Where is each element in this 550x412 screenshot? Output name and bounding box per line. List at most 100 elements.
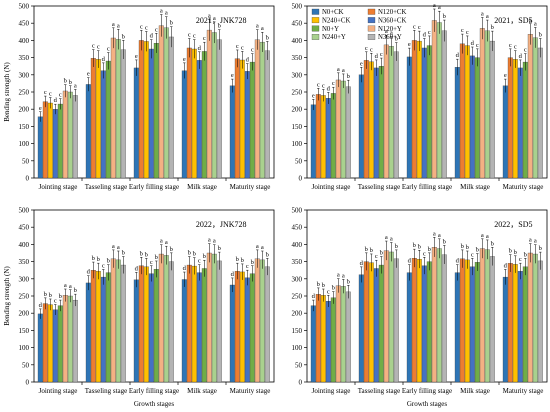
panel-title: 2021，SD5: [494, 16, 532, 25]
bar-n120-ck: [138, 40, 144, 179]
bar-n120-ck: [138, 265, 144, 383]
significance-label: c: [44, 89, 47, 96]
significance-label: b: [491, 24, 494, 31]
significance-label: e: [87, 71, 90, 78]
panel-title: 2021，JNK728: [196, 16, 247, 25]
category-label: Early filling stage: [402, 387, 452, 395]
bar-n0-ck: [310, 305, 316, 383]
bar-n360-y: [489, 40, 495, 179]
bar-n120-ck: [186, 47, 192, 179]
bar-n360-ck: [469, 55, 475, 179]
bar-n240-ck: [95, 59, 101, 179]
legend-swatch: [311, 25, 320, 32]
significance-label: b: [44, 291, 47, 298]
bar-n0-ck: [133, 67, 139, 179]
bar-n120-ck: [90, 270, 96, 383]
bar-n360-y: [216, 39, 222, 179]
bar-n360-ck: [244, 277, 250, 383]
y-tick-label: 350: [292, 258, 303, 266]
bar-n0-ck: [310, 104, 316, 179]
bar-n240-y: [211, 253, 217, 383]
significance-label: a: [481, 10, 484, 17]
bar-n240-ck: [143, 266, 149, 383]
significance-label: b: [509, 248, 512, 255]
significance-label: c: [466, 29, 469, 36]
significance-label: b: [170, 246, 173, 253]
significance-label: b: [443, 238, 446, 245]
bar-n360-ck: [325, 301, 331, 383]
panel-title: 2022，SD5: [494, 220, 532, 229]
significance-label: a: [385, 28, 388, 35]
significance-label: a: [438, 232, 441, 239]
significance-label: d: [54, 97, 58, 104]
significance-label: c: [524, 47, 527, 54]
y-tick-label: 300: [19, 275, 30, 283]
bar-n240-ck: [464, 259, 470, 383]
significance-label: b: [122, 33, 125, 40]
bar-n120-ck: [234, 58, 240, 179]
y-tick-label: 450: [19, 20, 30, 28]
category-label: Jointing stage: [312, 183, 351, 191]
significance-label: d: [198, 45, 202, 52]
bar-n240-ck: [239, 271, 245, 383]
bar-n120-ck: [42, 101, 48, 179]
significance-label: c: [193, 33, 196, 40]
bar-n120-y: [110, 258, 116, 383]
bar-n240-ck: [320, 95, 326, 179]
y-tick-label: 500: [19, 3, 30, 11]
bar-n0-y: [426, 261, 432, 383]
significance-label: c: [332, 80, 335, 87]
significance-label: a: [117, 244, 120, 251]
significance-label: c: [59, 92, 62, 99]
significance-label: b: [317, 281, 320, 288]
significance-label: a: [64, 282, 67, 289]
y-axis-label: Bending strength (N): [3, 62, 11, 122]
significance-label: a: [433, 2, 436, 9]
significance-label: b: [92, 255, 95, 262]
significance-label: d: [246, 57, 250, 64]
bar-n120-y: [62, 90, 68, 179]
significance-label: d: [183, 265, 187, 272]
significance-label: b: [476, 247, 479, 254]
bar-n360-ck: [244, 71, 250, 179]
significance-label: a: [74, 82, 77, 89]
bar-n240-ck: [512, 59, 518, 179]
category-label: Maturity stage: [230, 387, 271, 395]
bar-n120-ck: [411, 258, 417, 383]
bar-n360-y: [120, 49, 126, 179]
significance-label: b: [370, 247, 373, 254]
significance-label: d: [150, 33, 154, 40]
bar-n360-y: [393, 51, 399, 179]
y-tick-label: 200: [19, 310, 30, 318]
significance-label: c: [380, 51, 383, 58]
bar-n120-ck: [315, 294, 321, 383]
significance-label: c: [370, 46, 373, 53]
bar-n120-ck: [507, 263, 513, 383]
significance-label: b: [418, 243, 421, 250]
significance-label: a: [261, 244, 264, 251]
significance-label: b: [443, 13, 446, 20]
bar-n0-y: [57, 305, 63, 383]
y-tick-label: 300: [292, 275, 303, 283]
bar-n120-ck: [363, 261, 369, 383]
significance-label: a: [438, 4, 441, 11]
significance-label: c: [519, 256, 522, 263]
bar-n0-y: [153, 269, 159, 383]
legend-entry: N240+Y: [322, 34, 346, 41]
bar-n0-y: [522, 266, 528, 383]
bar-n360-ck: [100, 276, 106, 383]
significance-label: a: [160, 238, 163, 245]
significance-label: b: [524, 251, 527, 258]
significance-label: d: [504, 262, 508, 269]
significance-label: b: [539, 32, 542, 39]
significance-label: c: [476, 42, 479, 49]
bar-n360-ck: [196, 272, 202, 383]
y-tick-label: 350: [19, 258, 30, 266]
bar-n0-ck: [454, 67, 460, 179]
legend-entry: N120+Y: [378, 26, 402, 33]
bar-n120-y: [110, 37, 116, 179]
category-label: Tasseling stage: [85, 183, 127, 191]
significance-label: c: [150, 259, 153, 266]
significance-label: a: [208, 237, 211, 244]
